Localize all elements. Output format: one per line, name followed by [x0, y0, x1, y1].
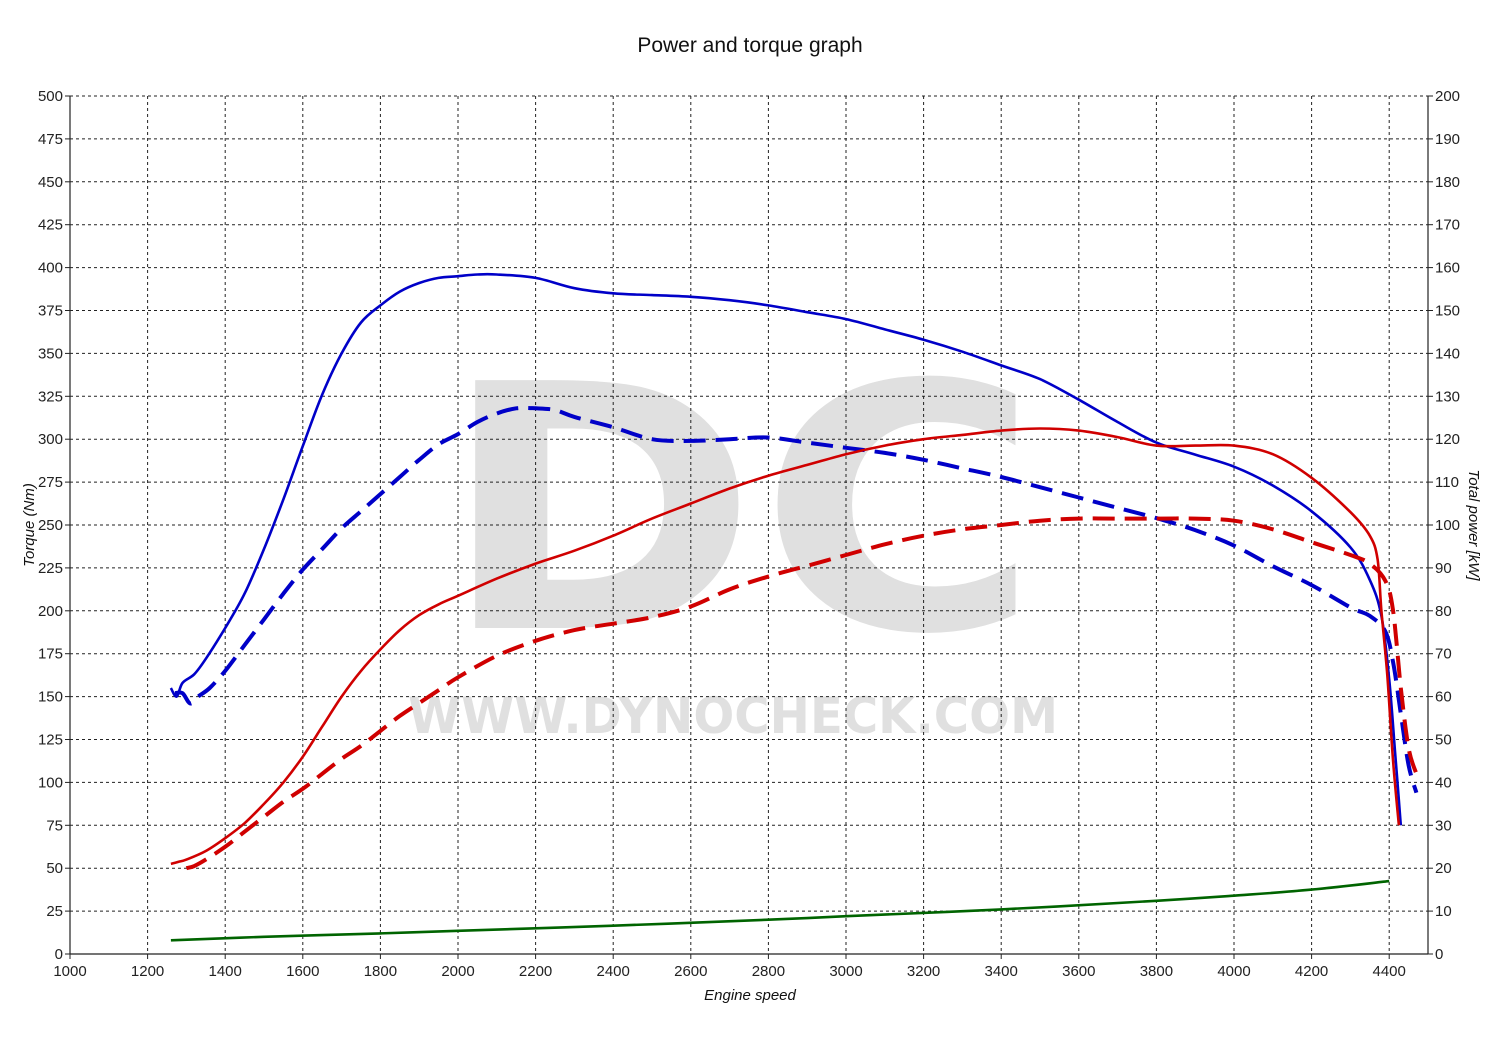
y-left-tick-label: 450 [38, 174, 63, 191]
y-left-tick-label: 300 [38, 431, 63, 448]
y-right-tick-label: 50 [1435, 732, 1452, 749]
y-right-tick-label: 180 [1435, 174, 1460, 191]
y-left-tick-label: 0 [55, 946, 63, 963]
x-tick-label: 4200 [1295, 963, 1328, 980]
y-left-tick-label: 425 [38, 217, 63, 234]
x-tick-label: 1000 [53, 963, 86, 980]
y-left-tick-label: 350 [38, 345, 63, 362]
y-right-tick-label: 110 [1435, 474, 1459, 491]
y-right-tick-labels: 0 10 20 30 40 50 60 70 80 90 100 110 120 130 140 150 160… [1428, 88, 1460, 963]
y-right-tick-label: 130 [1435, 388, 1460, 405]
y-right-axis-label: Total power [kW] [1465, 469, 1482, 581]
y-left-tick-label: 225 [38, 560, 63, 577]
y-right-tick-label: 160 [1435, 260, 1460, 277]
y-right-tick-label: 20 [1435, 860, 1452, 877]
x-axis-label: Engine speed [704, 987, 796, 1004]
y-right-tick-label: 60 [1435, 689, 1452, 706]
watermark: DC WWW.DYNOCHECK.COM [408, 313, 1058, 745]
y-right-tick-label: 190 [1435, 131, 1460, 148]
series-line-2 [174, 405, 1419, 794]
series-group [169, 272, 1419, 942]
x-tick-label: 1400 [209, 963, 242, 980]
y-left-tick-labels: 0 25 50 75 100 125 150 175 200 225 250 275 300 325 350… [38, 88, 70, 963]
y-left-tick-label: 150 [38, 689, 63, 706]
y-left-tick-label: 75 [46, 817, 63, 834]
x-tick-label: 3600 [1062, 963, 1095, 980]
x-tick-label: 2600 [674, 963, 707, 980]
y-left-axis-label: Torque (Nm) [21, 483, 38, 567]
x-tick-label: 2000 [441, 963, 474, 980]
x-tick-label: 1600 [286, 963, 319, 980]
series-line-1 [169, 272, 1403, 826]
x-tick-label: 2200 [519, 963, 552, 980]
x-tick-label: 4400 [1373, 963, 1406, 980]
series-line-4 [185, 516, 1419, 871]
y-right-tick-label: 150 [1435, 303, 1460, 320]
y-left-tick-label: 200 [38, 603, 63, 620]
chart-title: Power and torque graph [637, 34, 862, 57]
y-left-tick-label: 475 [38, 131, 63, 148]
series-line-5 [170, 879, 1390, 942]
y-left-tick-label: 50 [46, 860, 63, 877]
y-right-tick-label: 170 [1435, 217, 1460, 234]
y-right-tick-label: 90 [1435, 560, 1452, 577]
y-left-tick-label: 100 [38, 774, 63, 791]
y-right-tick-label: 120 [1435, 431, 1460, 448]
y-left-tick-label: 125 [38, 732, 63, 749]
y-right-tick-label: 100 [1435, 517, 1460, 534]
y-left-tick-label: 325 [38, 388, 63, 405]
y-right-tick-label: 40 [1435, 774, 1452, 791]
y-right-tick-label: 30 [1435, 817, 1452, 834]
x-tick-label: 4000 [1217, 963, 1250, 980]
y-right-tick-label: 200 [1435, 88, 1460, 105]
y-right-tick-label: 10 [1435, 903, 1452, 920]
x-tick-label: 1800 [364, 963, 397, 980]
x-tick-label: 3800 [1140, 963, 1173, 980]
x-tick-label: 3400 [985, 963, 1018, 980]
y-right-tick-label: 140 [1435, 345, 1460, 362]
watermark-url: WWW.DYNOCHECK.COM [408, 687, 1058, 745]
x-tick-labels: 1000 1200 1400 1600 1800 2000 2200 2400 2600 2800… [53, 954, 1406, 980]
x-tick-label: 2400 [597, 963, 630, 980]
y-right-tick-label: 70 [1435, 646, 1452, 663]
y-left-tick-label: 250 [38, 517, 63, 534]
x-tick-label: 3000 [829, 963, 862, 980]
x-tick-label: 1200 [131, 963, 164, 980]
y-right-tick-label: 0 [1435, 946, 1443, 963]
x-tick-label: 3200 [907, 963, 940, 980]
x-tick-label: 2800 [752, 963, 785, 980]
y-left-tick-label: 275 [38, 474, 63, 491]
watermark-logo: DC [440, 313, 1040, 709]
y-left-tick-label: 25 [46, 903, 63, 920]
y-right-tick-label: 80 [1435, 603, 1452, 620]
y-left-tick-label: 375 [38, 303, 63, 320]
y-left-tick-label: 175 [38, 646, 63, 663]
series-line-3 [170, 427, 1401, 866]
y-left-tick-label: 400 [38, 260, 63, 277]
y-left-tick-label: 500 [38, 88, 63, 105]
